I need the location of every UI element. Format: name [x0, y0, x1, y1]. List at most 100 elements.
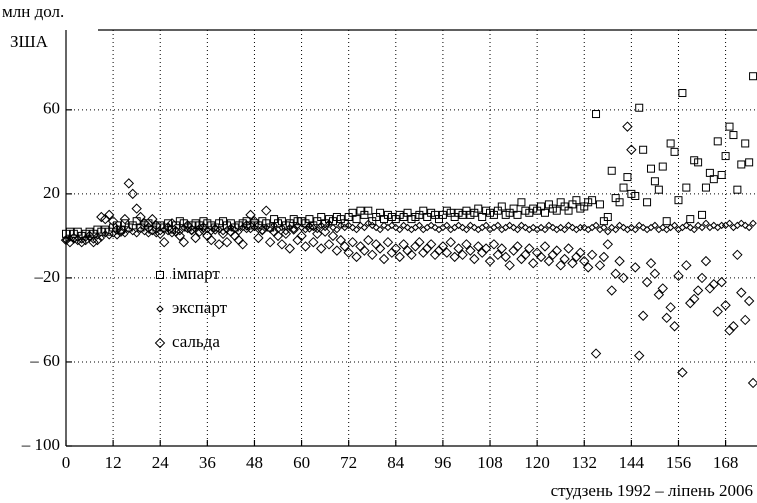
point [423, 223, 431, 232]
point [482, 221, 490, 230]
point [696, 272, 708, 284]
point [364, 219, 373, 228]
point [647, 223, 655, 232]
point [363, 234, 374, 246]
point [121, 230, 129, 238]
point [308, 236, 319, 248]
y-tick-label: – 100 [21, 435, 60, 454]
point [516, 253, 527, 265]
point [643, 198, 652, 207]
point [698, 210, 707, 219]
point [390, 243, 402, 254]
point [533, 225, 541, 234]
point [579, 255, 590, 267]
point [166, 218, 178, 229]
x-tick-label: 156 [666, 453, 692, 472]
point [543, 255, 555, 267]
point [237, 239, 248, 250]
point [559, 253, 570, 265]
point [384, 223, 392, 232]
point [457, 249, 468, 261]
point [135, 211, 146, 223]
point [637, 310, 649, 321]
point [623, 173, 632, 182]
point [429, 249, 441, 261]
point [203, 225, 212, 234]
point [655, 225, 663, 234]
point [129, 227, 137, 236]
point [649, 268, 661, 279]
point [105, 232, 113, 240]
point [497, 202, 506, 211]
point [407, 225, 416, 234]
point [560, 225, 569, 234]
point [547, 249, 559, 261]
point [352, 225, 361, 234]
point [425, 239, 437, 250]
point [101, 230, 109, 238]
point [556, 223, 565, 232]
point [341, 223, 349, 232]
point [677, 367, 688, 378]
x-tick-label: 36 [199, 453, 216, 472]
point [194, 226, 205, 237]
point [639, 145, 648, 154]
point [278, 223, 286, 232]
x-tick-label: 144 [619, 453, 645, 472]
point [505, 221, 514, 230]
point [445, 236, 456, 248]
point [694, 221, 702, 230]
point [592, 110, 601, 119]
point [119, 213, 131, 225]
point [474, 204, 483, 213]
point [588, 196, 597, 205]
legend-marker [154, 337, 166, 349]
point [380, 221, 388, 230]
point [180, 223, 188, 232]
point [608, 223, 616, 232]
point [745, 158, 754, 167]
point [717, 221, 726, 230]
point [254, 225, 263, 234]
point [749, 72, 757, 81]
point [155, 228, 166, 240]
point [743, 295, 755, 307]
point [665, 302, 676, 313]
point [241, 220, 252, 231]
point [576, 223, 585, 232]
point [127, 188, 138, 200]
point [508, 245, 519, 256]
point [117, 227, 125, 236]
point [540, 208, 549, 217]
point [272, 230, 284, 242]
point [567, 258, 578, 269]
point [347, 236, 358, 248]
legend-marker [156, 271, 164, 279]
point [398, 239, 409, 250]
point [692, 285, 704, 296]
point [431, 223, 439, 232]
point [360, 223, 369, 232]
point [421, 243, 433, 254]
point [635, 103, 644, 112]
point [571, 251, 582, 263]
point [728, 321, 739, 332]
point [725, 219, 734, 228]
point [673, 270, 684, 282]
point [378, 253, 390, 265]
point [403, 223, 412, 232]
point [132, 230, 141, 238]
point [465, 245, 476, 256]
point [174, 230, 186, 242]
point [725, 122, 734, 131]
point [494, 221, 502, 230]
point [670, 221, 679, 230]
point [690, 225, 698, 234]
x-tick-label: 24 [152, 453, 170, 472]
point [327, 230, 339, 242]
point [372, 223, 380, 232]
point [319, 226, 331, 237]
point [195, 223, 204, 232]
point [639, 223, 647, 232]
point [688, 293, 700, 305]
